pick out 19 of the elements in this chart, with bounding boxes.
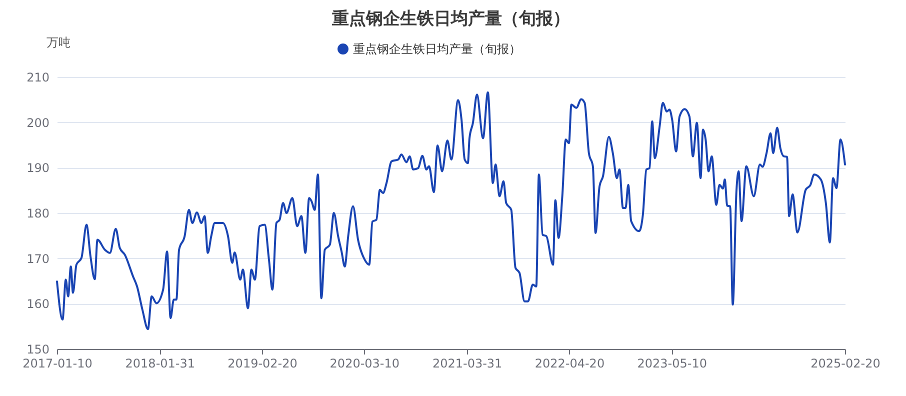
chart-title: 重点钢企生铁日均产量（旬报）	[331, 9, 570, 29]
y-axis-title: 万吨	[46, 36, 70, 50]
x-tick-label: 2018-01-31	[125, 356, 196, 370]
x-tick-label: 2025-02-20	[810, 356, 880, 370]
y-tick-label: 160	[26, 297, 50, 312]
x-tick-label: 2021-03-31	[432, 356, 502, 370]
y-tick-label: 200	[26, 116, 50, 130]
x-tick-label: 2017-01-10	[22, 356, 92, 370]
y-tick-label: 210	[26, 70, 50, 84]
y-tick-label: 190	[26, 161, 50, 176]
line-series	[56, 91, 846, 330]
x-tick-label: 2022-04-20	[534, 356, 605, 370]
legend-label: 重点钢企生铁日均产量（旬报）	[353, 42, 521, 56]
x-tick-label: 2020-03-10	[330, 356, 400, 370]
x-tick-label: 2019-02-20	[228, 356, 298, 370]
x-tick-label: 2023-05-10	[637, 356, 707, 370]
y-tick-label: 180	[26, 206, 50, 220]
y-tick-label: 170	[26, 252, 50, 266]
y-tick-label: 150	[26, 342, 50, 356]
